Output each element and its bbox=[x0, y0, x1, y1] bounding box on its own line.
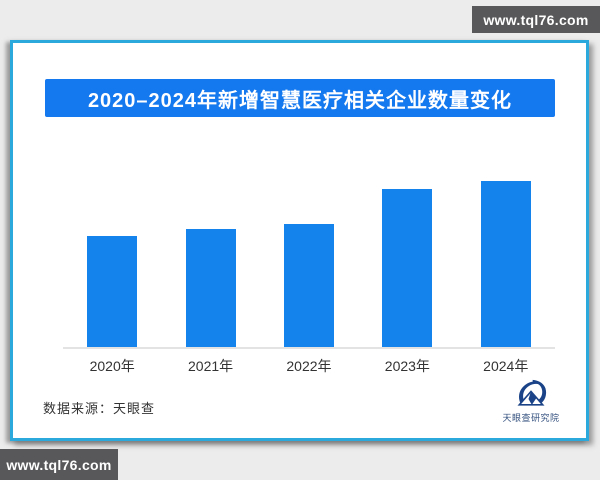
chart-card: 2020–2024年新增智慧医疗相关企业数量变化 2020年 2021年 2022年… bbox=[10, 40, 589, 441]
bar-2020年 bbox=[87, 236, 138, 347]
chart-title: 2020–2024年新增智慧医疗相关企业数量变化 bbox=[87, 89, 513, 112]
x-axis: 2020年 2021年 2022年 2023年 2024年 bbox=[63, 356, 555, 376]
x-axis-label: 2024年 bbox=[483, 358, 529, 374]
x-axis-label: 2023年 bbox=[384, 358, 430, 374]
bar-chart-plot-area bbox=[63, 138, 555, 349]
x-axis-label: 2021年 bbox=[188, 358, 234, 374]
data-source-label: 数据来源：天眼查 bbox=[43, 401, 156, 416]
tianyancha-research-logo: 天眼查研究院 bbox=[491, 379, 571, 424]
x-axis-label: 2022年 bbox=[286, 358, 332, 374]
bar-2023年 bbox=[382, 189, 433, 347]
watermark-bottom-left: www.tql76.com bbox=[0, 449, 118, 480]
x-axis-label: 2020年 bbox=[89, 358, 135, 374]
chart-title-banner: 2020–2024年新增智慧医疗相关企业数量变化 bbox=[45, 79, 555, 117]
watermark-top-right: www.tql76.com bbox=[472, 6, 600, 33]
bar-2022年 bbox=[283, 224, 334, 347]
bar-2024年 bbox=[480, 181, 531, 347]
bar-2021年 bbox=[185, 229, 236, 347]
bar-chart: 2020年 2021年 2022年 2023年 2024年 bbox=[63, 138, 555, 376]
tianyancha-logo-text: 天眼查研究院 bbox=[502, 413, 560, 423]
tianyancha-logo-icon bbox=[517, 379, 547, 406]
